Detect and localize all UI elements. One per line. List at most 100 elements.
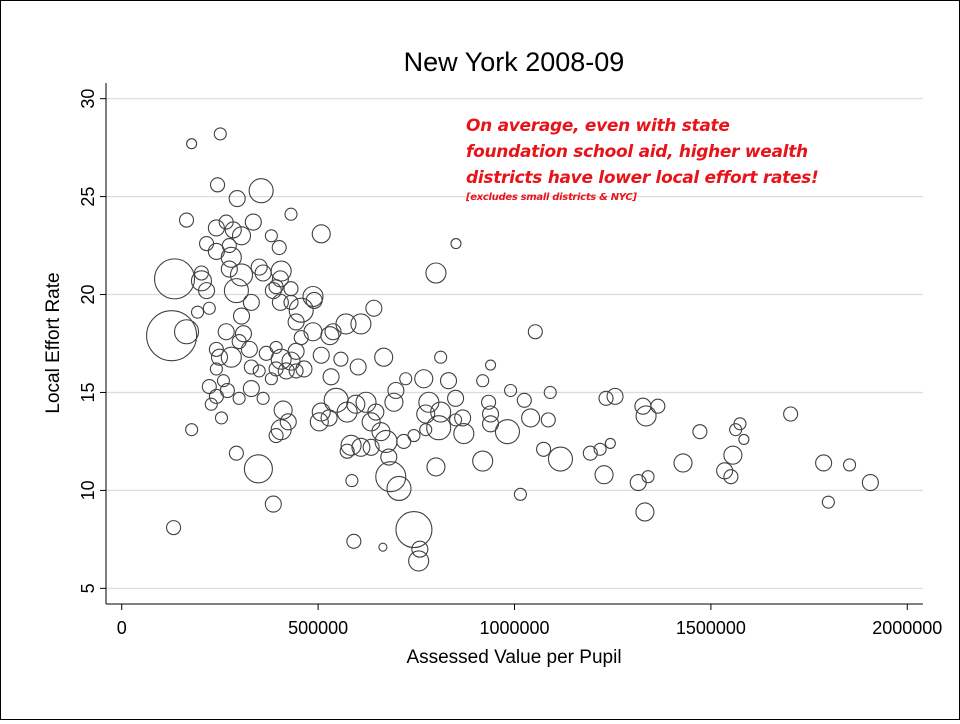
data-point bbox=[345, 474, 359, 488]
x-tick-label: 1000000 bbox=[479, 618, 549, 638]
data-point bbox=[387, 381, 405, 400]
data-point bbox=[216, 374, 230, 388]
data-point bbox=[320, 409, 338, 427]
data-point bbox=[481, 394, 497, 410]
data-point bbox=[821, 495, 835, 509]
data-point bbox=[190, 270, 212, 292]
data-point bbox=[375, 461, 407, 493]
data-point bbox=[193, 265, 209, 281]
x-tick-label: 0 bbox=[117, 618, 127, 638]
data-point bbox=[355, 391, 377, 413]
data-point bbox=[414, 369, 434, 389]
data-point bbox=[283, 281, 299, 297]
data-point bbox=[521, 408, 541, 428]
data-point bbox=[190, 305, 205, 319]
y-tick-label: 15 bbox=[78, 382, 98, 402]
data-point bbox=[430, 401, 452, 423]
data-point bbox=[207, 242, 225, 260]
y-tick-label: 10 bbox=[78, 480, 98, 500]
data-point bbox=[240, 340, 258, 358]
data-point bbox=[411, 540, 429, 558]
annotation-line: foundation school aid, higher wealth bbox=[466, 142, 808, 162]
data-point bbox=[346, 533, 362, 549]
data-point bbox=[228, 190, 246, 208]
data-point bbox=[178, 212, 195, 228]
x-tick-label: 2000000 bbox=[872, 618, 942, 638]
data-point bbox=[311, 224, 331, 244]
data-point bbox=[606, 387, 624, 405]
data-point bbox=[453, 423, 475, 445]
data-point bbox=[582, 445, 598, 461]
data-point bbox=[229, 263, 254, 287]
data-point bbox=[186, 138, 198, 150]
data-point bbox=[629, 474, 647, 492]
data-point bbox=[232, 307, 251, 325]
data-point bbox=[210, 177, 226, 193]
data-point bbox=[333, 351, 349, 367]
data-point bbox=[204, 397, 218, 411]
data-point bbox=[279, 413, 297, 431]
data-point bbox=[484, 359, 497, 371]
data-point bbox=[346, 394, 366, 414]
data-point bbox=[244, 213, 262, 231]
data-point bbox=[349, 358, 367, 376]
data-point bbox=[217, 323, 235, 341]
data-point bbox=[242, 293, 260, 311]
y-tick-label: 5 bbox=[78, 583, 98, 593]
data-point bbox=[223, 278, 249, 304]
data-point bbox=[481, 415, 500, 433]
data-point bbox=[593, 442, 607, 456]
data-point bbox=[153, 258, 196, 300]
data-point bbox=[635, 502, 655, 522]
data-point bbox=[416, 404, 436, 424]
data-point bbox=[692, 424, 708, 440]
data-point bbox=[447, 389, 465, 407]
data-point bbox=[270, 348, 292, 370]
data-point bbox=[367, 403, 385, 421]
axes: 5 10 15 20 25 30 0 500000 1000000 1500000 2000000 bbox=[78, 83, 942, 638]
data-point bbox=[198, 282, 216, 300]
data-point bbox=[324, 323, 342, 341]
data-point bbox=[407, 429, 421, 443]
chart-title: New York 2008-09 bbox=[404, 47, 625, 77]
data-point bbox=[472, 450, 494, 472]
data-point bbox=[386, 475, 412, 501]
data-point bbox=[252, 364, 266, 378]
y-axis-label: Local Effort Rate bbox=[43, 272, 64, 413]
data-point bbox=[202, 301, 216, 315]
data-point bbox=[547, 446, 574, 472]
data-point bbox=[283, 294, 299, 310]
data-point bbox=[723, 445, 743, 465]
data-point bbox=[256, 391, 270, 405]
data-point bbox=[295, 360, 313, 378]
data-point bbox=[540, 412, 556, 428]
data-point bbox=[271, 239, 287, 256]
x-tick-label: 1500000 bbox=[676, 618, 746, 638]
data-point bbox=[815, 454, 833, 472]
data-point bbox=[199, 236, 215, 252]
data-point bbox=[243, 359, 259, 375]
data-point bbox=[449, 413, 463, 427]
data-point bbox=[288, 363, 304, 379]
data-point bbox=[185, 423, 199, 437]
data-point bbox=[277, 362, 295, 380]
data-point bbox=[481, 405, 500, 423]
data-point bbox=[305, 291, 323, 309]
x-axis-label: Assessed Value per Pupil bbox=[406, 647, 621, 668]
data-point bbox=[220, 260, 238, 278]
data-point bbox=[543, 385, 557, 400]
data-point bbox=[269, 340, 283, 354]
data-point bbox=[650, 398, 666, 414]
data-point bbox=[604, 437, 616, 449]
data-point bbox=[716, 462, 734, 480]
data-point bbox=[598, 390, 614, 406]
data-point bbox=[243, 454, 273, 484]
data-point bbox=[232, 391, 246, 405]
data-point bbox=[418, 391, 440, 413]
data-point bbox=[284, 207, 298, 221]
data-point bbox=[270, 260, 292, 282]
data-point bbox=[173, 319, 200, 345]
data-point bbox=[273, 400, 293, 420]
x-tick-label: 500000 bbox=[288, 618, 348, 638]
